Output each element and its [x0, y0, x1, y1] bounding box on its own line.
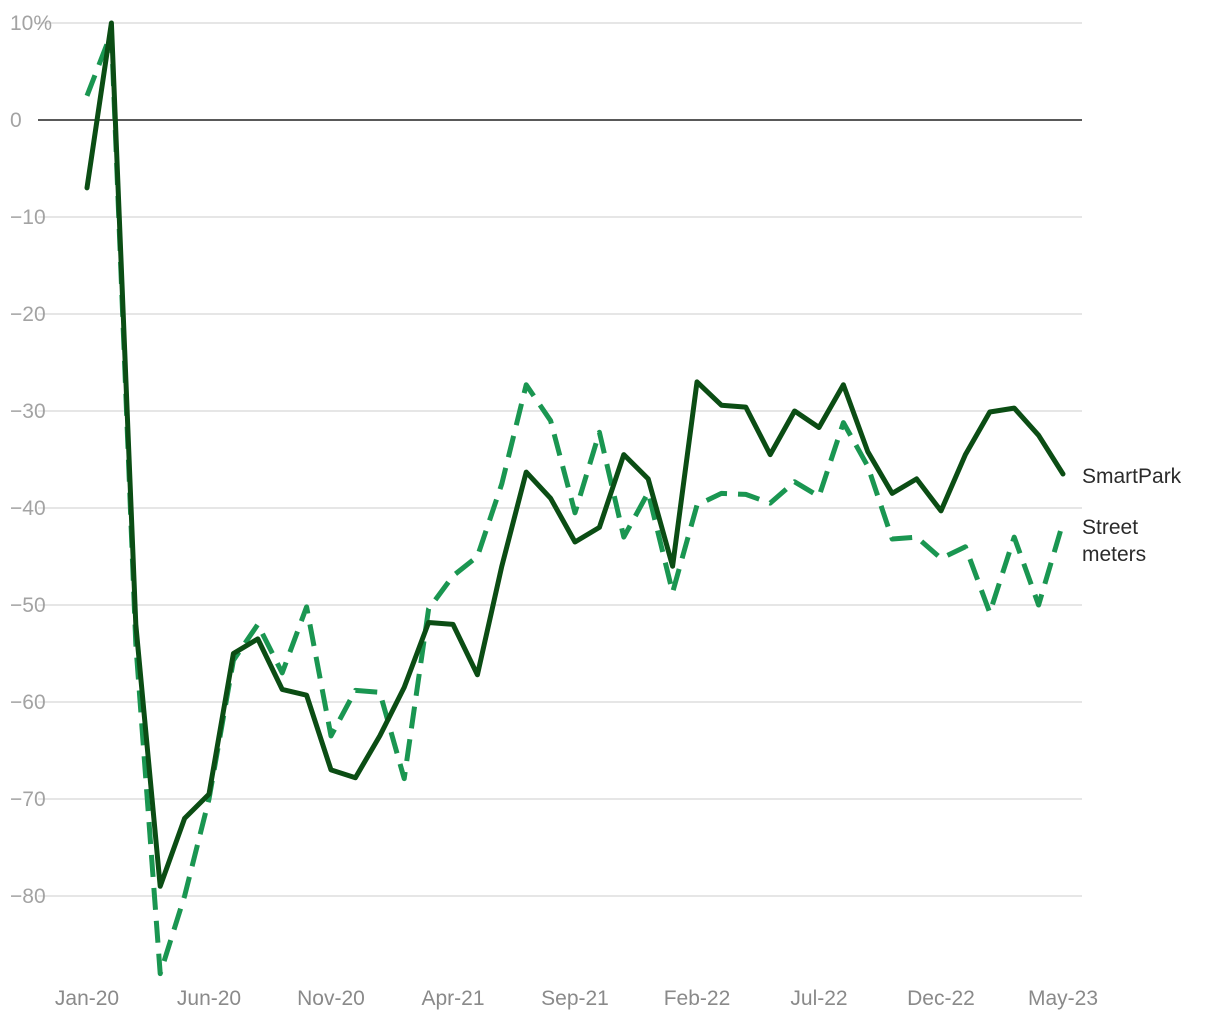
x-tick-label: Sep-21: [541, 987, 609, 1010]
y-tick-label: −80: [10, 885, 46, 908]
x-tick-label: Nov-20: [297, 987, 365, 1010]
x-tick-label: Feb-22: [664, 987, 731, 1010]
y-tick-label: 10%: [10, 12, 52, 35]
gridlines: [38, 22, 1082, 897]
y-tick-label: −30: [10, 400, 46, 423]
y-tick-label: −40: [10, 497, 46, 520]
series-labels: SmartPark Street meters: [1082, 465, 1182, 566]
series-line-street-meters: [84, 30, 1066, 977]
y-tick-label: −10: [10, 206, 46, 229]
series-label-street-meters-line2: meters: [1082, 543, 1146, 566]
y-tick-label: −50: [10, 594, 46, 617]
y-axis-ticks: 10% 0 −10 −20 −30 −40 −50 −60 −70 −80: [10, 12, 52, 908]
x-tick-label: Dec-22: [907, 987, 975, 1010]
x-tick-label: Jan-20: [55, 987, 119, 1010]
x-tick-label: Jul-22: [790, 987, 847, 1010]
series-label-smartpark: SmartPark: [1082, 465, 1182, 488]
y-tick-label: 0: [10, 109, 22, 132]
series-line-smartpark: [84, 20, 1066, 889]
x-tick-label: Jun-20: [177, 987, 241, 1010]
series-lines: [84, 20, 1066, 977]
x-tick-label: May-23: [1028, 987, 1098, 1010]
y-tick-label: −60: [10, 691, 46, 714]
y-tick-label: −70: [10, 788, 46, 811]
y-tick-label: −20: [10, 303, 46, 326]
x-axis-ticks: Jan-20 Jun-20 Nov-20 Apr-21 Sep-21 Feb-22 Jul-…: [55, 987, 1098, 1010]
series-label-street-meters: Street meters: [1082, 516, 1146, 566]
x-tick-label: Apr-21: [421, 987, 484, 1010]
series-label-street-meters-line1: Street: [1082, 516, 1138, 539]
